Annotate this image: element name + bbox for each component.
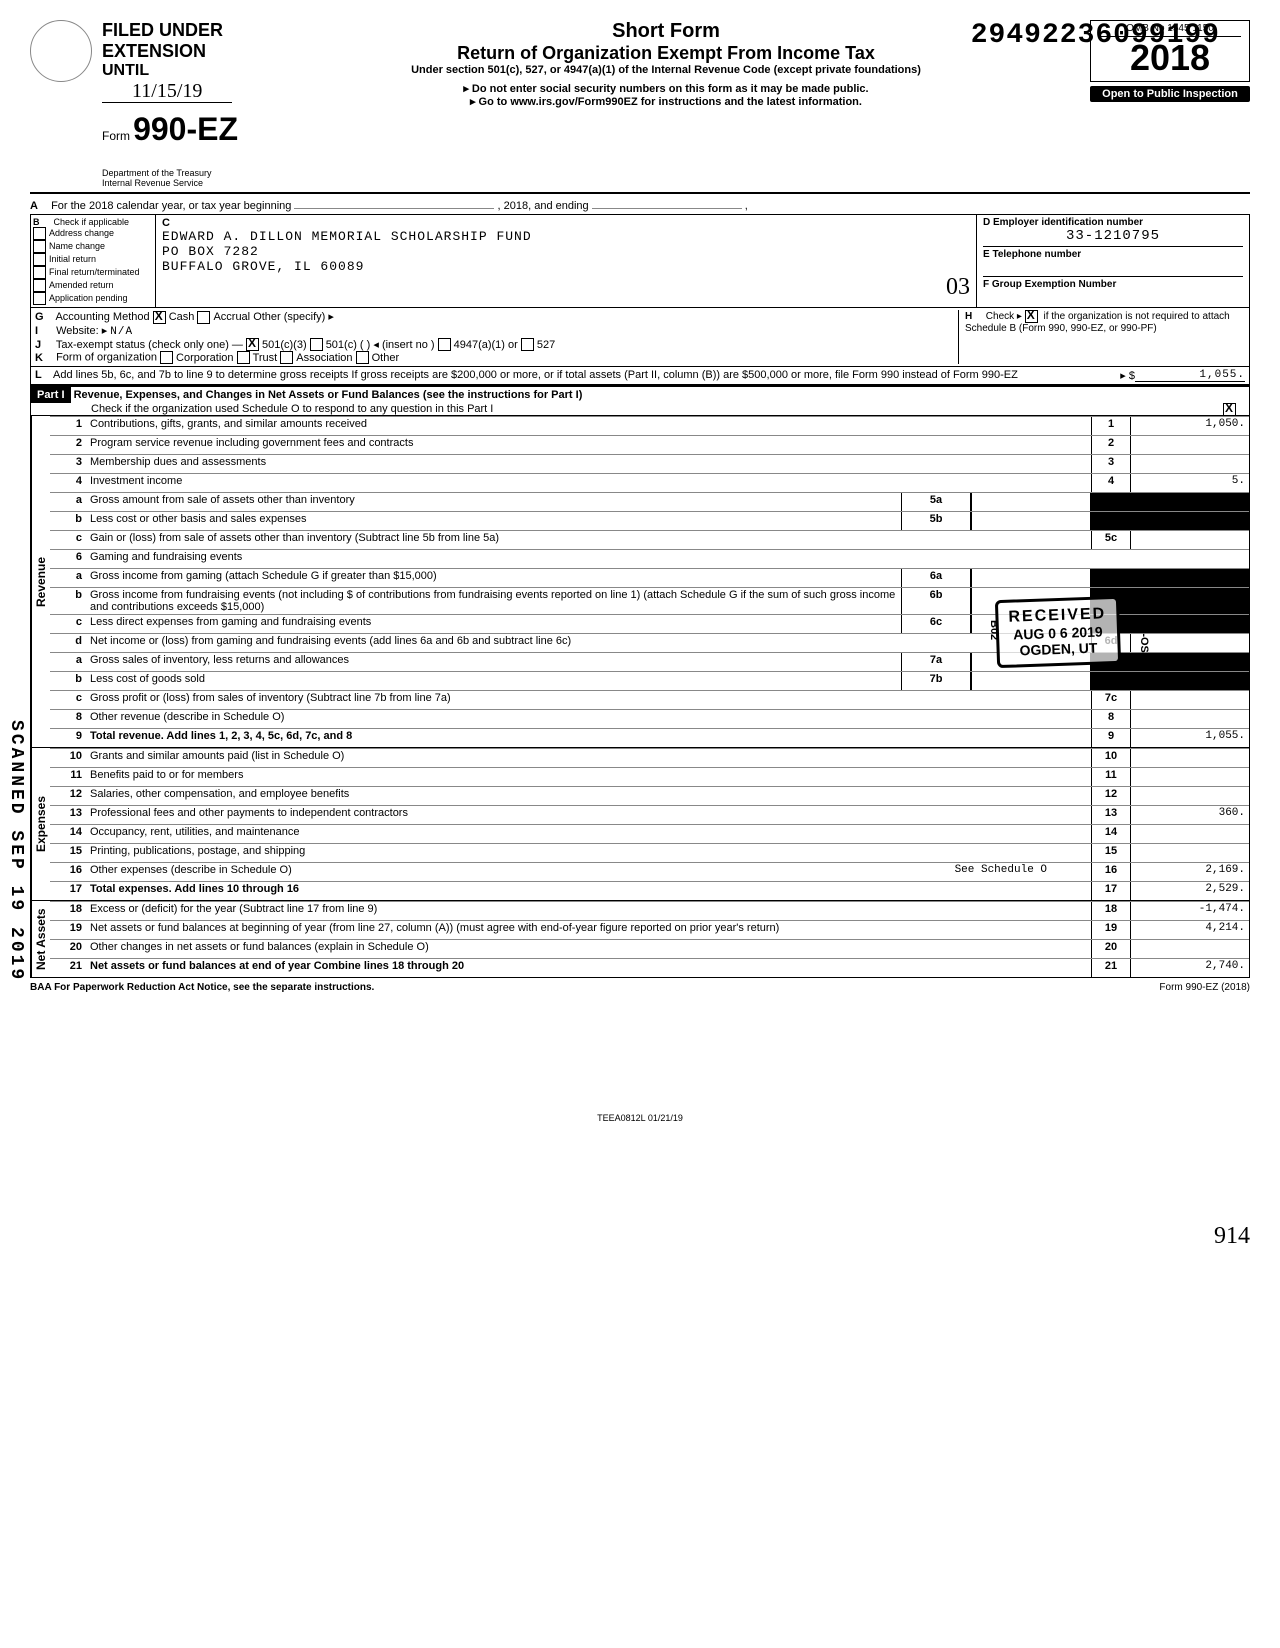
L-text: Add lines 5b, 6c, and 7b to line 9 to de… [53,369,1095,382]
icr-03: 03 [946,274,970,300]
label-C: C [162,217,180,229]
website-value: N/A [110,326,133,338]
checkbox-amended-return[interactable] [33,279,46,292]
under-section: Under section 501(c), 527, or 4947(a)(1)… [252,64,1080,76]
part1-check-text: Check if the organization used Schedule … [91,403,493,415]
501c3-label: 501(c)(3) [262,339,307,351]
527-label: 527 [537,339,555,351]
checkbox-501c[interactable] [310,338,323,351]
handwritten-914: 914 [1214,1223,1250,1249]
label-G: G [35,311,53,323]
checkbox-name-change[interactable] [33,240,46,253]
section-netassets: Net Assets [31,901,50,977]
checkbox-address-change[interactable] [33,227,46,240]
insert-no-label: ) ◂ (insert no ) [367,339,435,351]
501c-label: 501(c) ( [326,339,364,351]
checkbox-cash[interactable] [153,311,166,324]
H-check-label: Check ▸ [986,311,1022,322]
B-check-if-applicable: Check if applicable [54,217,130,227]
form-number: 990-EZ [133,111,238,147]
checkbox-initial-return[interactable] [33,253,46,266]
label-I: I [35,325,53,337]
4947-label: 4947(a)(1) or [454,339,518,351]
checkbox-501c3[interactable] [246,338,259,351]
label-K: K [35,352,53,364]
org-name: EDWARD A. DILLON MEMORIAL SCHOLARSHIP FU… [162,229,970,244]
J-tax-exempt-label: Tax-exempt status (check only one) — [56,339,243,351]
form-prefix: Form [102,129,130,143]
goto-url: Go to www.irs.gov/Form990EZ for instruct… [252,95,1080,108]
received-stamp: RECEIVED AUG 0 6 2019 OGDEN, UT [995,596,1121,668]
org-addr1: PO BOX 7282 [162,244,970,259]
cash-label: Cash [169,311,195,323]
until-date: 11/15/19 [102,80,232,103]
scanned-stamp: SCANNED SEP 19 2019 [6,720,26,982]
L-arrow: ▸ $ [1095,369,1135,382]
section-expenses: Expenses [31,748,50,900]
other-specify-label: Other (specify) ▸ [253,311,334,323]
checkbox-final-return/terminated[interactable] [33,266,46,279]
website-label: Website: ▸ [56,325,107,337]
line-A-mid: , 2018, and ending [498,200,589,212]
checkbox-4947[interactable] [438,338,451,351]
label-J: J [35,339,53,351]
checkbox-accrual[interactable] [197,311,210,324]
b02-stamp: B02 [988,620,1000,640]
accrual-label: Accrual [213,311,250,323]
open-to-public: Open to Public Inspection [1090,86,1250,102]
until-label: UNTIL [102,62,149,79]
checkbox-schedule-o[interactable] [1223,403,1236,416]
label-F: F Group Exemption Number [983,279,1243,290]
dept-treasury: Department of the Treasury Internal Reve… [102,168,242,188]
label-H: H [965,311,983,322]
label-D: D Employer identification number [983,217,1243,228]
label-A: A [30,200,48,212]
label-E: E Telephone number [983,249,1243,260]
filed-under-extension-label: FILED UNDER EXTENSION [102,20,242,62]
checkbox-corporation[interactable] [160,351,173,364]
part1-title: Revenue, Expenses, and Changes in Net As… [74,389,583,401]
checkbox-other[interactable] [356,351,369,364]
return-title: Return of Organization Exempt From Incom… [252,43,1080,64]
part1-header: Part I [31,387,71,403]
form-footer: Form 990-EZ (2018) [1159,982,1250,993]
teea-code: TEEA0812L 01/21/19 [30,1113,1250,1123]
checkbox-527[interactable] [521,338,534,351]
irs-seal-placeholder [30,20,92,82]
checkbox-trust[interactable] [237,351,250,364]
irs-osc-stamp: IRS-OSC [1138,615,1150,661]
baa-notice: BAA For Paperwork Reduction Act Notice, … [30,982,374,993]
K-form-of-org-label: Form of organization [56,352,157,364]
checkbox-association[interactable] [280,351,293,364]
org-addr2: BUFFALO GROVE, IL 60089 [162,259,970,274]
line-A-text: For the 2018 calendar year, or tax year … [51,200,291,212]
received-location: OGDEN, UT [1010,639,1108,658]
checkbox-H[interactable] [1025,310,1038,323]
document-locator-number: 29492236099199 [971,20,1220,51]
label-B: B [33,217,51,227]
short-form-label: Short Form [252,20,1080,43]
checkbox-application-pending[interactable] [33,292,46,305]
section-revenue: Revenue [31,416,50,747]
ssn-warning: Do not enter social security numbers on … [252,82,1080,95]
L-value: 1,055. [1135,369,1245,382]
G-accounting-method: Accounting Method [55,311,149,323]
label-L: L [35,369,53,382]
ein: 33-1210795 [983,228,1243,244]
